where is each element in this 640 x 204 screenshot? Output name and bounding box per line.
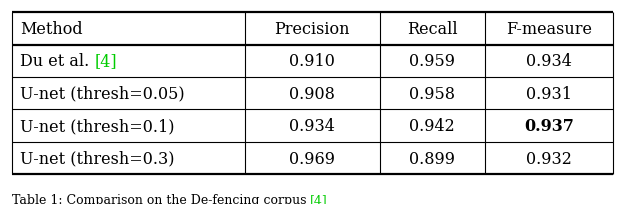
Text: Recall: Recall	[407, 21, 458, 38]
Text: U-net (thresh=0.1): U-net (thresh=0.1)	[20, 118, 174, 134]
Text: [4]: [4]	[310, 193, 328, 204]
Text: Precision: Precision	[275, 21, 350, 38]
Text: Method: Method	[20, 21, 83, 38]
Text: U-net (thresh=0.3): U-net (thresh=0.3)	[20, 150, 174, 167]
Text: 0.934: 0.934	[289, 118, 335, 134]
Text: 0.969: 0.969	[289, 150, 335, 167]
Text: F-measure: F-measure	[506, 21, 592, 38]
Text: 0.910: 0.910	[289, 53, 335, 70]
Text: Du et al.: Du et al.	[20, 53, 94, 70]
Text: Table 1: Comparison on the De-fencing corpus: Table 1: Comparison on the De-fencing co…	[12, 193, 310, 204]
Text: 0.958: 0.958	[410, 85, 455, 102]
Text: 0.908: 0.908	[289, 85, 335, 102]
Text: 0.899: 0.899	[410, 150, 455, 167]
Text: 0.931: 0.931	[526, 85, 572, 102]
Text: 0.932: 0.932	[526, 150, 572, 167]
Text: U-net (thresh=0.05): U-net (thresh=0.05)	[20, 85, 184, 102]
Text: 0.937: 0.937	[524, 118, 574, 134]
Text: [4]: [4]	[94, 53, 117, 70]
Text: 0.934: 0.934	[526, 53, 572, 70]
Text: 0.942: 0.942	[410, 118, 455, 134]
Text: 0.959: 0.959	[410, 53, 455, 70]
